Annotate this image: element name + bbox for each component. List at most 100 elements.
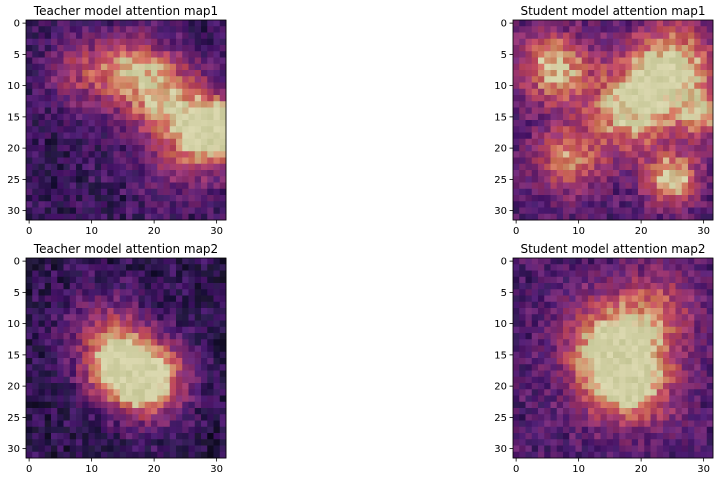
heatmap-cell bbox=[107, 113, 114, 121]
heatmap-cell bbox=[119, 138, 127, 146]
heatmap-cell bbox=[163, 170, 171, 177]
heatmap-cell bbox=[151, 439, 158, 446]
heatmap-cell bbox=[519, 195, 526, 202]
heatmap-cell bbox=[94, 213, 102, 221]
heatmap-cell bbox=[194, 351, 202, 359]
heatmap-cell bbox=[151, 351, 158, 359]
heatmap-cell bbox=[38, 420, 46, 428]
heatmap-cell bbox=[151, 163, 158, 171]
heatmap-cell bbox=[157, 113, 164, 121]
heatmap-cell bbox=[107, 76, 114, 83]
heatmap-cell bbox=[94, 51, 102, 58]
heatmap-cell bbox=[119, 414, 127, 421]
heatmap-cell bbox=[638, 351, 645, 359]
heatmap-cell bbox=[119, 408, 127, 415]
heatmap-cell bbox=[94, 426, 102, 434]
heatmap-cell bbox=[525, 339, 533, 346]
heatmap-cell bbox=[201, 433, 208, 440]
heatmap-cell bbox=[663, 451, 670, 459]
heatmap-cell bbox=[606, 45, 614, 52]
heatmap-cell bbox=[638, 370, 645, 378]
heatmap-cell bbox=[132, 70, 139, 77]
heatmap-cell bbox=[569, 314, 576, 321]
heatmap-cell bbox=[88, 45, 96, 52]
heatmap-cell bbox=[113, 201, 121, 208]
heatmap-cell bbox=[188, 26, 196, 33]
heatmap-cell bbox=[638, 420, 645, 428]
heatmap-cell bbox=[588, 308, 595, 315]
heatmap-cell bbox=[32, 132, 39, 140]
heatmap-cell bbox=[644, 264, 651, 271]
heatmap-cell bbox=[88, 95, 96, 102]
heatmap-cell bbox=[625, 433, 633, 440]
heatmap-cell bbox=[656, 170, 664, 177]
heatmap-cell bbox=[656, 308, 664, 315]
heatmap-cell bbox=[600, 364, 608, 371]
heatmap-cell bbox=[694, 176, 701, 183]
heatmap-cell bbox=[219, 276, 227, 284]
heatmap-cell bbox=[581, 370, 589, 378]
heatmap-cell bbox=[126, 258, 133, 265]
heatmap-cell bbox=[38, 401, 46, 409]
heatmap-cell bbox=[82, 57, 89, 65]
heatmap-cell bbox=[207, 401, 214, 409]
heatmap-cell bbox=[101, 95, 108, 102]
heatmap-cell bbox=[650, 301, 658, 309]
heatmap-cell bbox=[151, 283, 158, 290]
heatmap-cell bbox=[44, 401, 52, 409]
heatmap-cell bbox=[544, 51, 551, 58]
heatmap-cell bbox=[144, 401, 152, 409]
heatmap-cell bbox=[575, 389, 583, 396]
heatmap-cell bbox=[132, 38, 139, 46]
heatmap-cell bbox=[113, 345, 121, 353]
heatmap-cell bbox=[88, 176, 96, 183]
heatmap-cell bbox=[69, 376, 77, 384]
heatmap-cell bbox=[538, 51, 545, 58]
heatmap-cell bbox=[169, 426, 177, 434]
heatmap-cell bbox=[600, 320, 608, 328]
heatmap-cell bbox=[219, 157, 227, 165]
heatmap-cell bbox=[188, 88, 196, 96]
heatmap-cell bbox=[613, 57, 620, 65]
heatmap-cell bbox=[669, 276, 676, 284]
heatmap-cell bbox=[219, 182, 227, 190]
heatmap-cell bbox=[650, 439, 658, 446]
heatmap-cell bbox=[588, 76, 595, 83]
heatmap-cell bbox=[38, 414, 46, 421]
heatmap-cell bbox=[594, 420, 601, 428]
heatmap-cell bbox=[169, 151, 177, 158]
heatmap-cell bbox=[219, 395, 227, 403]
heatmap-cell bbox=[694, 376, 701, 384]
heatmap-cell bbox=[132, 283, 139, 290]
heatmap-cell bbox=[126, 95, 133, 102]
heatmap-cell bbox=[32, 26, 39, 33]
heatmap-cell bbox=[581, 433, 589, 440]
heatmap-cell bbox=[681, 276, 689, 284]
heatmap-cell bbox=[119, 301, 127, 309]
heatmap-cell bbox=[76, 45, 83, 52]
heatmap-cell bbox=[619, 408, 626, 415]
heatmap-cell bbox=[681, 38, 689, 46]
heatmap-cell bbox=[613, 70, 620, 77]
heatmap-cell bbox=[88, 32, 96, 40]
heatmap-cell bbox=[88, 301, 96, 309]
heatmap-cell bbox=[144, 451, 152, 459]
heatmap-cell bbox=[138, 170, 146, 177]
heatmap-cell bbox=[531, 163, 539, 171]
heatmap-cell bbox=[519, 188, 526, 196]
heatmap-cell bbox=[706, 157, 714, 165]
heatmap-cell bbox=[57, 88, 64, 96]
heatmap-cell bbox=[531, 270, 539, 278]
heatmap-cell bbox=[513, 132, 520, 140]
heatmap-cell bbox=[82, 301, 89, 309]
heatmap-cell bbox=[182, 163, 189, 171]
heatmap-cell bbox=[32, 95, 39, 102]
heatmap-cell bbox=[544, 314, 551, 321]
heatmap-cell bbox=[669, 170, 676, 177]
heatmap-cell bbox=[132, 439, 139, 446]
heatmap-cell bbox=[700, 370, 708, 378]
heatmap-cell bbox=[550, 451, 558, 459]
heatmap-cell bbox=[138, 182, 146, 190]
heatmap-cell bbox=[213, 351, 221, 359]
heatmap-cell bbox=[219, 258, 227, 265]
